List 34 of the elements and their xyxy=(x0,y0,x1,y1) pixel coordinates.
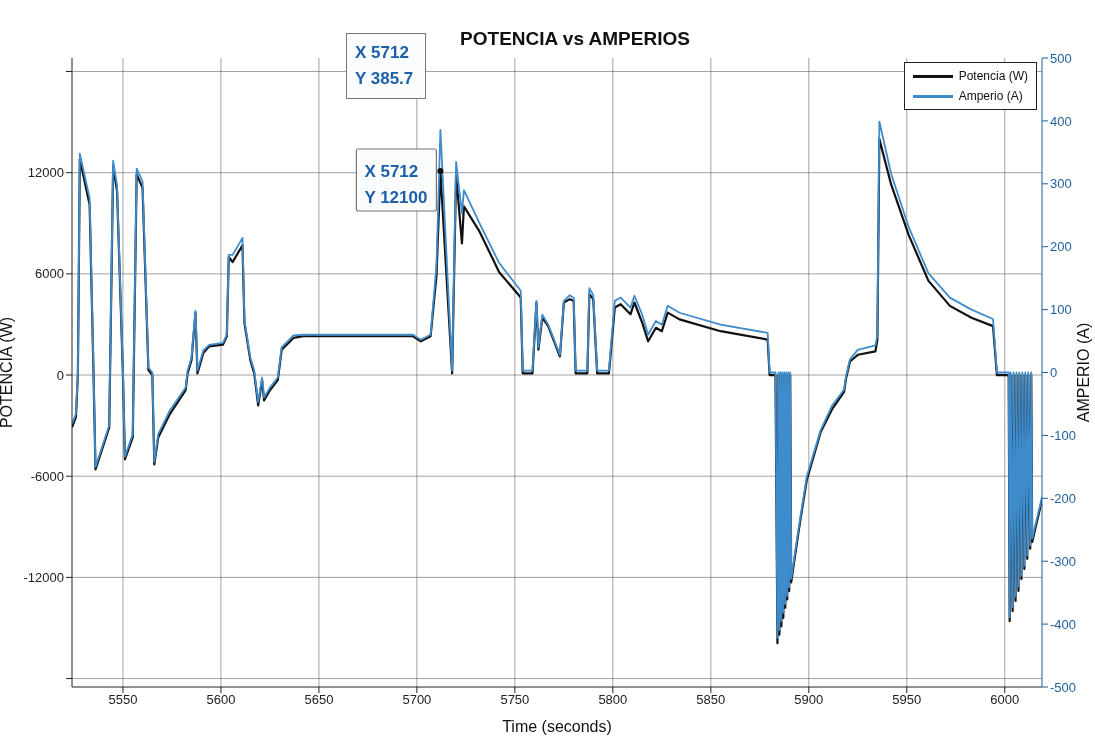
y2-tick-label: -500 xyxy=(1050,679,1077,695)
x-tick-label: 5600 xyxy=(206,692,236,708)
y2-tick-label: -100 xyxy=(1050,428,1077,444)
y2-tick-label: 0 xyxy=(1050,365,1058,381)
y-tick-label: 0 xyxy=(56,367,64,383)
x-tick-label: 5850 xyxy=(696,692,726,708)
y2-tick-label: 400 xyxy=(1050,113,1072,129)
y-tick-label: 6000 xyxy=(35,266,64,282)
y2-tick-label: 500 xyxy=(1050,50,1072,66)
y2-tick-label: 300 xyxy=(1050,176,1072,192)
y-tick-label: -6000 xyxy=(30,468,64,484)
y2-axis-title: AMPERIO (A) xyxy=(1074,322,1092,423)
y-axis-title: POTENCIA (W) xyxy=(0,316,15,429)
y2-tick-label: 100 xyxy=(1050,302,1072,318)
chart-title: POTENCIA vs AMPERIOS xyxy=(460,28,690,49)
x-tick-label: 5650 xyxy=(304,692,334,708)
y2-tick-label: -400 xyxy=(1050,616,1077,632)
x-tick-label: 5750 xyxy=(500,692,530,708)
x-tick-label: 5550 xyxy=(108,692,138,708)
x-tick-label: 5900 xyxy=(794,692,824,708)
annotation: X 5712 Y 385.7 xyxy=(355,42,415,90)
y-tick-label: 12000 xyxy=(27,165,64,181)
y2-tick-label: -300 xyxy=(1050,553,1077,569)
y-tick-label: -12000 xyxy=(23,570,64,585)
x-tick-label: 6000 xyxy=(990,692,1020,708)
x-tick-label: 5950 xyxy=(892,692,922,708)
y2-tick-label: 200 xyxy=(1050,239,1072,255)
x-axis-title: Time (seconds) xyxy=(502,718,612,735)
x-tick-label: 5800 xyxy=(598,692,628,708)
annotation: X 5712 Y 12100 xyxy=(364,161,428,207)
x-tick-label: 5700 xyxy=(402,692,432,708)
legend-label: Amperio (A) xyxy=(958,88,1023,105)
y2-tick-label: -200 xyxy=(1050,490,1077,506)
legend-label: Potencia (W) xyxy=(958,68,1028,85)
